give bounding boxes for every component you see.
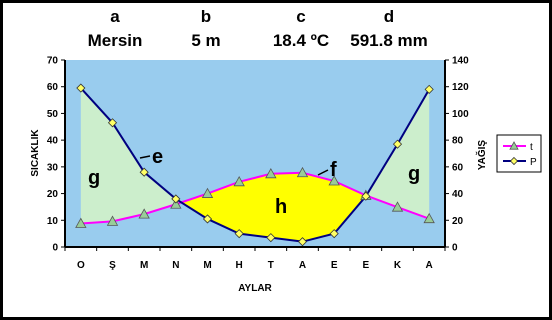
temperature-line: [80, 171, 430, 225]
precip-point-11: [424, 84, 434, 94]
region-label-g-left: g: [88, 167, 100, 189]
precip-point-0: [76, 83, 86, 93]
right-tick-label: 100: [452, 109, 469, 120]
precip-point-2: [139, 167, 149, 177]
region-label-f: f: [330, 159, 337, 181]
x-tick-label: H: [236, 260, 243, 271]
legend-box: [496, 134, 542, 173]
region-label-g-right: g: [408, 163, 420, 185]
legend-label-t: t: [530, 142, 533, 153]
left-tick-label: 50: [47, 109, 59, 120]
legend-marker-p: [509, 156, 519, 166]
label-f-pointer: [317, 169, 329, 176]
axis-ticks: 0 10 20 30 40 50 60 70 0 20 40 60 80 100 120 140 O Ş M N M H T…: [47, 56, 469, 272]
precip-point-1: [107, 118, 118, 128]
right-tick-label: 0: [452, 243, 458, 254]
right-tick-label: 60: [452, 162, 464, 173]
precip-point-8: [329, 229, 339, 239]
legend-label-p: P: [530, 157, 537, 168]
precip-point-7: [297, 237, 308, 247]
temp-point-6: [265, 167, 277, 179]
x-tick-label: K: [394, 260, 402, 271]
dry-region: [181, 172, 367, 242]
left-tick-label: 60: [47, 82, 59, 93]
left-tick-label: 10: [47, 216, 59, 227]
x-tick-label: M: [203, 260, 211, 271]
temp-point-8: [328, 175, 340, 186]
x-tick-label: E: [362, 260, 369, 271]
annual-precipitation: 591.8 mm: [350, 31, 428, 50]
left-tick-label: 30: [47, 162, 59, 173]
left-tick-label: 20: [47, 189, 59, 200]
humid-region-left: [80, 88, 182, 224]
precip-point-9: [361, 191, 371, 201]
temp-point-10: [391, 201, 404, 212]
temp-point-3: [170, 198, 182, 209]
x-tick-label: N: [172, 260, 179, 271]
station-name: Mersin: [88, 31, 143, 50]
header-letter-d: d: [384, 7, 394, 26]
x-tick-label: E: [331, 260, 338, 271]
header-letter-a: a: [110, 7, 120, 26]
temp-point-11: [423, 212, 435, 224]
precip-point-4: [202, 214, 213, 224]
humid-region-right: [366, 89, 430, 219]
header-letter-b: b: [201, 7, 211, 26]
precip-point-3: [171, 194, 181, 204]
right-tick-label: 80: [452, 136, 464, 147]
x-tick-label: A: [299, 260, 306, 271]
precip-point-5: [234, 229, 244, 239]
x-tick-label: M: [140, 260, 148, 271]
precip-point-10: [392, 139, 403, 149]
temp-point-4: [201, 187, 214, 198]
chart-markers: [75, 83, 435, 247]
temp-point-2: [138, 208, 150, 219]
temp-point-1: [106, 215, 119, 226]
x-tick-label: A: [426, 260, 433, 271]
region-label-h: h: [275, 196, 287, 218]
precipitation-line: [80, 87, 431, 243]
left-tick-label: 40: [47, 136, 59, 147]
x-tick-label: T: [268, 260, 274, 271]
right-tick-label: 140: [452, 56, 469, 67]
region-label-e: e: [152, 146, 163, 168]
y-axis-title-left: SICAKLIK: [30, 129, 41, 177]
x-axis-title: AYLAR: [238, 283, 272, 294]
legend-marker-t: [509, 141, 519, 150]
station-altitude: 5 m: [191, 31, 220, 50]
header-letter-c: c: [296, 7, 305, 26]
temp-point-7: [296, 166, 309, 178]
x-tick-label: O: [77, 260, 85, 271]
right-tick-label: 20: [452, 216, 464, 227]
right-tick-label: 40: [452, 189, 464, 200]
temp-point-5: [233, 175, 245, 187]
mean-temperature: 18.4 ºC: [273, 31, 329, 50]
label-e-pointer: [139, 155, 151, 159]
temp-point-0: [75, 217, 87, 228]
right-tick-label: 120: [452, 82, 469, 93]
y-axis-title-right: YAĞIŞ: [475, 140, 488, 171]
left-tick-label: 0: [52, 243, 58, 254]
left-tick-label: 70: [47, 56, 59, 67]
x-tick-label: Ş: [109, 260, 116, 271]
legend: [139, 141, 526, 176]
precip-point-6: [266, 233, 276, 243]
